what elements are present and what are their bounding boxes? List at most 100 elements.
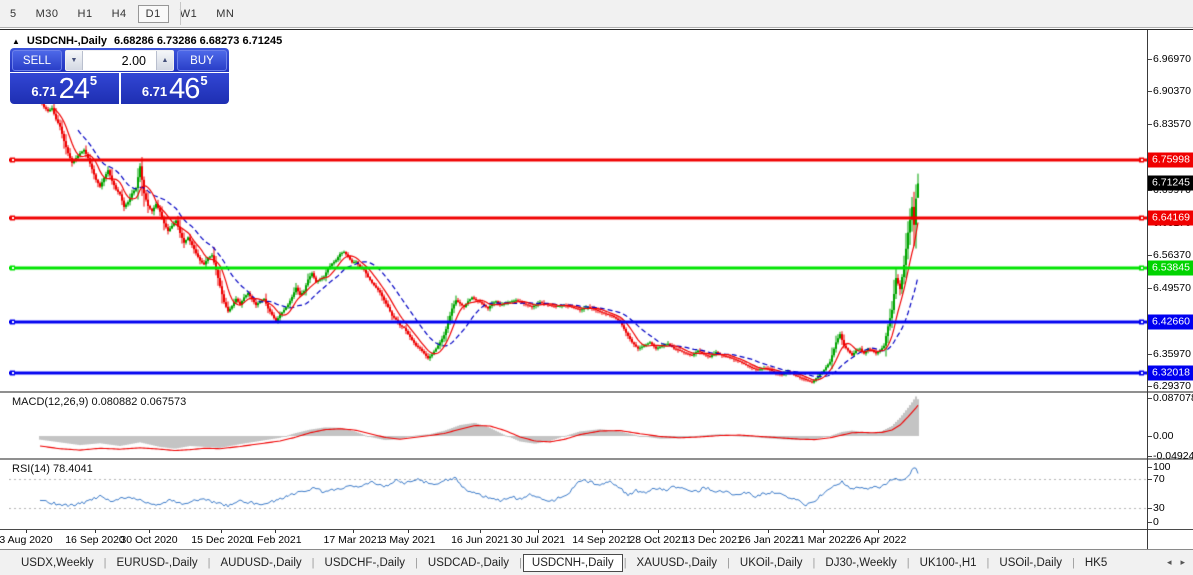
macd-indicator-canvas[interactable] xyxy=(9,393,1147,458)
chart-tab-bar: USDX,Weekly | EURUSD-,Daily | AUDUSD-,Daily |… xyxy=(0,549,1193,575)
price-tag-6-75998: 6.75998 xyxy=(1148,152,1193,168)
tab-separator: | xyxy=(623,556,627,569)
date-tick xyxy=(149,530,150,533)
rsi-indicator-label: RSI(14) 78.4041 xyxy=(12,463,93,475)
price-tick-label: 6.83570 xyxy=(1148,117,1191,130)
ohlc-values: 6.68286 6.73286 6.68273 6.71245 xyxy=(114,35,283,47)
date-label: 1 Feb 2021 xyxy=(248,534,302,546)
buy-price-pips: 46 xyxy=(169,73,200,105)
date-label: 17 Mar 2021 xyxy=(323,534,383,546)
date-label: 26 Apr 2022 xyxy=(849,534,907,546)
date-tick xyxy=(275,530,276,533)
buy-price-point: 5 xyxy=(200,73,208,88)
collapse-arrow-icon[interactable]: ▲ xyxy=(12,36,20,46)
timeframe-buttons: 5 M30 H1 H4 D1 W1 MN xyxy=(0,0,1193,27)
macd-indicator-label: MACD(12,26,9) 0.080882 0.067573 xyxy=(12,396,187,408)
chart-window: ▲ USDCNH-,Daily 6.68286 6.73286 6.68273 … xyxy=(0,29,1193,549)
tab-hk5[interactable]: HK5 xyxy=(1084,556,1108,569)
date-tick xyxy=(713,530,714,533)
date-label: 14 Sep 2021 xyxy=(572,534,632,546)
date-axis[interactable]: 3 Aug 2020 16 Sep 2020 30 Oct 2020 15 Dec 2… xyxy=(0,530,1147,549)
tab-usdx-weekly[interactable]: USDX,Weekly xyxy=(21,556,94,569)
date-label: 30 Oct 2020 xyxy=(120,534,178,546)
price-axis[interactable]: 6.969706.903706.835706.699706.631706.563… xyxy=(1147,30,1193,549)
tab-separator: | xyxy=(207,556,211,569)
timeframe-button-h4[interactable]: H4 xyxy=(111,7,127,20)
tab-usdchf-daily[interactable]: USDCHF-,Daily xyxy=(324,556,406,569)
date-tick xyxy=(408,530,409,533)
tab-usdcnh-daily[interactable]: USDCNH-,Daily xyxy=(522,553,623,572)
tab-xauusd-daily[interactable]: XAUUSD-,Daily xyxy=(636,556,718,569)
panel-splitter-macd[interactable] xyxy=(0,391,1193,393)
timeframe-button-5[interactable]: 5 xyxy=(10,7,17,20)
macd-tick-label: 0.087078 xyxy=(1148,392,1193,404)
tab-separator: | xyxy=(906,556,910,569)
x-axis-line xyxy=(0,529,1193,530)
tab-usdcad-daily[interactable]: USDCAD-,Daily xyxy=(427,556,510,569)
date-label: 26 Jan 2022 xyxy=(739,534,797,546)
timeframe-button-h1[interactable]: H1 xyxy=(77,7,93,20)
date-tick xyxy=(221,530,222,533)
date-label: 3 Aug 2020 xyxy=(0,534,53,546)
buy-price-button[interactable]: 6.71 46 5 xyxy=(120,73,229,105)
tab-separator: | xyxy=(103,556,107,569)
date-tick xyxy=(538,530,539,533)
date-label: 30 Jul 2021 xyxy=(510,534,566,546)
volume-group: ▼ ▲ xyxy=(65,50,174,71)
tab-uk100-h1[interactable]: UK100-,H1 xyxy=(919,556,977,569)
tab-audusd-daily[interactable]: AUDUSD-,Daily xyxy=(220,556,302,569)
date-label: 15 Dec 2020 xyxy=(191,534,251,546)
date-label: 3 May 2021 xyxy=(380,534,436,546)
price-tag-6-71245: 6.71245 xyxy=(1148,175,1193,191)
chart-tabs: USDX,Weekly | EURUSD-,Daily | AUDUSD-,Daily |… xyxy=(0,553,1163,572)
tab-ukoil-daily[interactable]: UKOil-,Daily xyxy=(739,556,803,569)
tab-separator: | xyxy=(1072,556,1075,569)
tab-eurusd-daily[interactable]: EURUSD-,Daily xyxy=(116,556,198,569)
tab-scroll-buttons: ◂ ▸ xyxy=(1163,557,1193,568)
timeframe-button-m30[interactable]: M30 xyxy=(35,7,59,20)
timeframe-button-mn[interactable]: MN xyxy=(216,7,235,20)
sell-price-point: 5 xyxy=(89,73,98,88)
price-tick-label: 6.90370 xyxy=(1148,84,1191,97)
tab-scroll-left-icon[interactable]: ◂ xyxy=(1166,557,1172,567)
volume-increase-button[interactable]: ▲ xyxy=(156,51,173,70)
sell-price-prefix: 6.71 xyxy=(31,84,57,99)
tab-separator: | xyxy=(415,556,418,569)
tab-usoil-daily[interactable]: USOil-,Daily xyxy=(999,556,1063,569)
tab-separator: | xyxy=(311,556,315,569)
timeframe-button-w1[interactable]: W1 xyxy=(179,7,198,20)
tab-dj30-weekly[interactable]: DJ30-,Weekly xyxy=(825,556,897,569)
tab-scroll-right-icon[interactable]: ▸ xyxy=(1180,557,1185,567)
tab-separator: | xyxy=(986,556,990,569)
price-tag-6-42660: 6.42660 xyxy=(1148,314,1193,330)
date-tick xyxy=(602,530,603,533)
date-tick xyxy=(26,530,27,533)
timeframe-toolbar: 5 M30 H1 H4 D1 W1 MN xyxy=(0,0,1193,28)
trade-widget-price-row: 6.71 24 5 6.71 46 5 xyxy=(10,73,229,104)
date-tick xyxy=(353,530,354,533)
date-tick xyxy=(95,530,96,533)
toolbar-separator xyxy=(180,2,181,25)
tab-separator: | xyxy=(519,556,522,569)
symbol-name: USDCNH-,Daily xyxy=(26,35,107,47)
date-label: 13 Dec 2021 xyxy=(683,534,743,546)
price-tick-label: 6.96970 xyxy=(1148,53,1191,66)
sell-button[interactable]: SELL xyxy=(12,50,62,71)
date-label: 28 Oct 2021 xyxy=(629,534,687,546)
volume-decrease-button[interactable]: ▼ xyxy=(66,51,83,70)
sell-price-button[interactable]: 6.71 24 5 xyxy=(10,73,119,104)
sell-price-pips: 24 xyxy=(58,73,90,105)
panel-splitter-rsi[interactable] xyxy=(0,458,1193,460)
price-tag-6-64169: 6.64169 xyxy=(1148,210,1193,226)
rsi-tick-label: 0 xyxy=(1148,516,1159,528)
buy-button[interactable]: BUY xyxy=(177,50,227,71)
rsi-indicator-canvas[interactable] xyxy=(9,460,1147,529)
timeframe-button-d1[interactable]: D1 xyxy=(137,4,169,23)
rsi-tick-label: 30 xyxy=(1148,502,1165,514)
tab-separator: | xyxy=(812,556,816,569)
price-tick-label: 6.29370 xyxy=(1148,380,1191,393)
date-tick xyxy=(480,530,481,533)
buy-price-prefix: 6.71 xyxy=(141,84,168,99)
volume-input[interactable] xyxy=(83,51,156,70)
